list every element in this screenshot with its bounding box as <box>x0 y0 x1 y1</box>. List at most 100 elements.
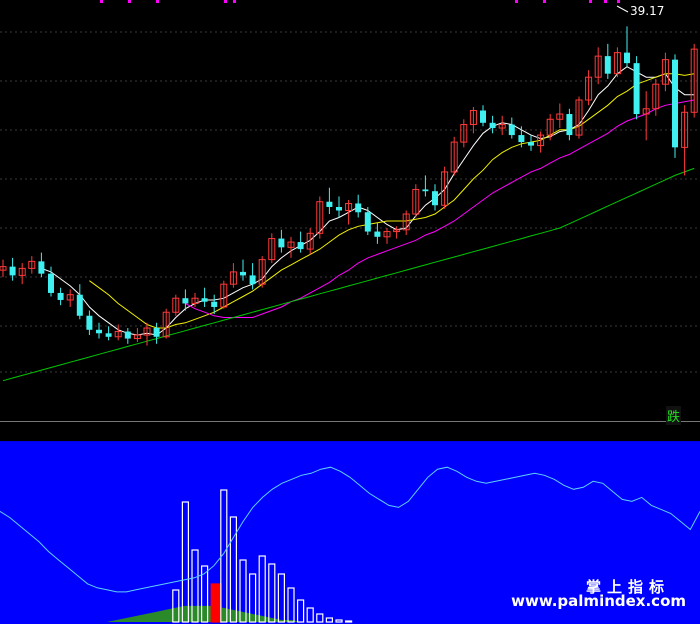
histogram-bar <box>297 599 305 623</box>
candle <box>66 289 74 307</box>
candle-body-up <box>537 134 545 147</box>
candle <box>498 115 506 136</box>
candle <box>489 115 496 134</box>
top-dot-8 <box>604 0 607 3</box>
candle-body-up <box>681 111 689 148</box>
indicator-line <box>0 466 700 593</box>
candle-body-down <box>297 242 304 250</box>
histogram-bar <box>172 589 180 623</box>
candle-body-up <box>652 83 660 110</box>
candle <box>518 126 525 148</box>
candle <box>364 206 371 236</box>
candle-body-up <box>114 331 122 338</box>
candle <box>306 228 314 255</box>
candle-body-down <box>633 63 640 115</box>
candle-body-down <box>604 56 611 74</box>
candle-body-up <box>0 266 7 271</box>
candle <box>412 184 420 218</box>
candle-body-down <box>211 301 218 307</box>
candle <box>326 187 333 215</box>
candle <box>57 287 64 306</box>
candle <box>229 263 237 288</box>
candle-body-down <box>672 59 678 148</box>
candle-body-down <box>326 201 333 207</box>
candle <box>690 43 698 118</box>
candle <box>537 131 545 153</box>
candle-body-up <box>18 267 26 276</box>
histogram-bar <box>277 573 285 623</box>
candle-body-down <box>153 328 160 337</box>
candle-body-down <box>57 292 64 300</box>
candle <box>240 259 246 281</box>
candle <box>268 233 276 264</box>
candle <box>402 210 410 236</box>
candle-body-up <box>393 229 401 233</box>
candle-body-up <box>220 283 228 308</box>
candle <box>681 105 689 176</box>
histogram-bar <box>239 559 247 623</box>
candle <box>336 196 342 218</box>
candle <box>86 310 93 336</box>
candle <box>508 117 515 139</box>
candle <box>624 26 630 67</box>
candle <box>9 257 16 281</box>
candle <box>460 119 468 148</box>
candle <box>133 328 141 343</box>
candle <box>556 103 564 129</box>
top-dot-0 <box>100 0 103 3</box>
candle-body-down <box>374 231 381 237</box>
candle-body-up <box>268 238 276 261</box>
candle-body-up <box>172 297 180 313</box>
histogram-bar <box>201 565 209 623</box>
candle-body-down <box>508 124 515 136</box>
candle <box>172 294 180 316</box>
watermark-chinese: 掌上指标 <box>585 578 670 596</box>
candle <box>38 252 45 278</box>
candle <box>76 284 83 320</box>
top-dot-3 <box>224 0 227 3</box>
candle-body-up <box>66 294 74 301</box>
ma-line-white <box>41 66 695 336</box>
candle <box>211 294 218 314</box>
candle <box>604 43 611 79</box>
candle-body-up <box>469 110 477 126</box>
candle-body-down <box>86 315 93 330</box>
candle <box>393 226 401 239</box>
price-high-label: 39.17 <box>630 4 665 18</box>
candle <box>143 322 151 346</box>
candle-body-down <box>432 191 438 206</box>
candle <box>546 114 554 141</box>
histogram-bar <box>210 583 222 623</box>
candle <box>345 199 353 225</box>
candle-body-down <box>38 261 45 274</box>
candle-body-up <box>412 188 420 215</box>
histogram-bar <box>191 549 199 623</box>
candle <box>613 47 621 78</box>
candle-body-down <box>9 266 16 276</box>
candle <box>585 70 593 106</box>
candle-body-up <box>613 52 621 75</box>
candle-body-up <box>316 201 324 234</box>
candle <box>105 326 112 341</box>
candle-body-up <box>575 99 583 136</box>
candle-body-up <box>306 232 314 250</box>
top-dot-7 <box>589 0 592 3</box>
candle-body-down <box>422 189 429 192</box>
histogram-bar <box>258 555 266 623</box>
candle-body-down <box>124 331 131 339</box>
candle <box>422 175 429 197</box>
candle-body-up <box>287 241 295 248</box>
candle <box>374 222 381 244</box>
candle-body-down <box>182 298 189 304</box>
candle <box>28 256 36 274</box>
candle <box>162 308 170 339</box>
grid-lines <box>0 31 700 551</box>
ma-line-magenta <box>185 99 695 318</box>
ma-line-yellow <box>89 73 695 329</box>
candle <box>528 135 534 151</box>
candle-body-down <box>624 52 630 64</box>
candle <box>594 47 602 85</box>
histogram-bar <box>316 613 324 623</box>
candle-body-down <box>201 298 208 302</box>
